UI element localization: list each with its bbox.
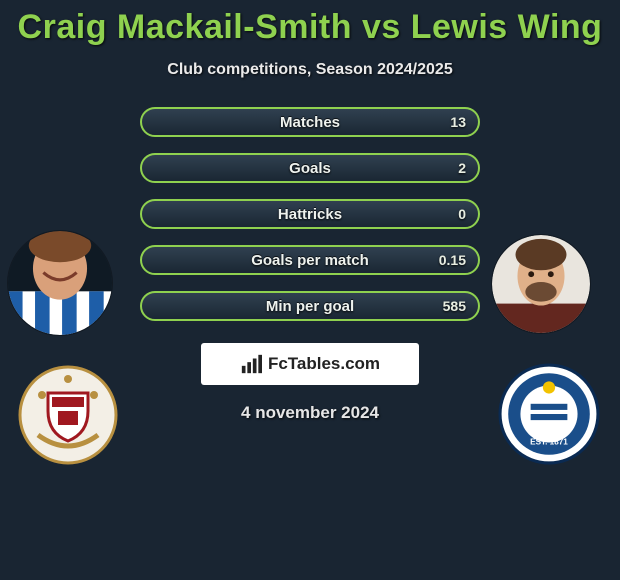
stat-row: Goals 2 [140, 153, 480, 183]
stat-left-value [142, 247, 166, 273]
stat-left-value [142, 293, 166, 319]
stat-label: Hattricks [278, 206, 342, 223]
page-title: Craig Mackail-Smith vs Lewis Wing [0, 0, 620, 47]
svg-text:EST. 1871: EST. 1871 [530, 438, 568, 447]
stat-label: Matches [280, 114, 340, 131]
subtitle: Club competitions, Season 2024/2025 [0, 61, 620, 79]
stat-right-value: 2 [446, 155, 478, 181]
stat-row: Min per goal 585 [140, 291, 480, 321]
stat-label: Goals [289, 160, 331, 177]
stat-left-value [142, 155, 166, 181]
stat-right-value: 0 [446, 201, 478, 227]
stats-list: Matches 13 Goals 2 Hattricks 0 Goals per… [140, 107, 480, 321]
stat-right-value: 585 [431, 293, 478, 319]
player-right-avatar [492, 235, 590, 333]
stat-label: Min per goal [266, 298, 354, 315]
bar-chart-icon [240, 353, 262, 375]
brand-badge: FcTables.com [201, 343, 419, 385]
club-crest-right: EST. 1871 [498, 363, 600, 465]
stat-left-value [142, 109, 166, 135]
stat-left-value [142, 201, 166, 227]
stat-row: Goals per match 0.15 [140, 245, 480, 275]
club-crest-left [18, 365, 118, 465]
stat-label: Goals per match [251, 252, 369, 269]
brand-text: FcTables.com [268, 354, 380, 374]
player-left-avatar [8, 231, 112, 335]
stat-row: Matches 13 [140, 107, 480, 137]
stat-right-value: 0.15 [427, 247, 478, 273]
stat-row: Hattricks 0 [140, 199, 480, 229]
stat-right-value: 13 [438, 109, 478, 135]
comparison-area: EST. 1871 Matches 13 Goals 2 Hattricks 0… [0, 107, 620, 423]
